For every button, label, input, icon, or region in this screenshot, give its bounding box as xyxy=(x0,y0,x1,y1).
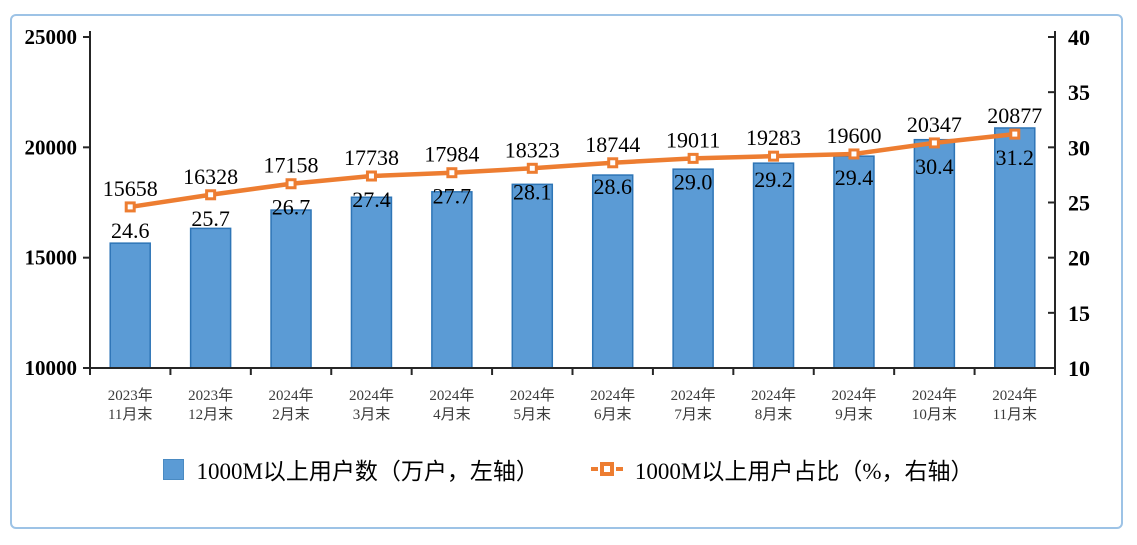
x-axis-category-label: 2024年 9月末 xyxy=(831,387,876,423)
x-axis-category-label: 2023年 11月末 xyxy=(108,387,153,423)
share-value-label: 29.0 xyxy=(674,169,713,194)
x-axis-category-label: 2024年 6月末 xyxy=(590,387,635,423)
bar xyxy=(591,174,634,369)
bar xyxy=(270,209,312,369)
bar xyxy=(833,155,875,369)
x-axis-category-label: 2024年 4月末 xyxy=(429,387,474,423)
share-value-label: 29.2 xyxy=(754,167,793,192)
share-value-label: 25.7 xyxy=(191,206,230,231)
share-value-label: 29.4 xyxy=(835,165,874,190)
left-axis-tick-label: 20000 xyxy=(25,135,78,159)
left-axis-tick-label: 25000 xyxy=(25,25,78,49)
share-line xyxy=(129,131,1016,210)
bar-value-label: 18744 xyxy=(585,132,640,157)
legend-label-users: 1000M以上用户数（万户，左轴） xyxy=(196,459,539,484)
right-axis-tick-label: 15 xyxy=(1068,301,1090,326)
right-axis-tick-label: 10 xyxy=(1068,356,1090,381)
bar-value-label: 16328 xyxy=(183,164,238,189)
bar xyxy=(189,227,232,369)
legend-label-share: 1000M以上用户占比（%，右轴） xyxy=(634,459,974,484)
left-axis-tick-label: 10000 xyxy=(25,356,78,380)
bar xyxy=(431,191,473,369)
bar xyxy=(109,242,151,369)
bar-value-label: 19600 xyxy=(826,123,881,148)
share-value-label: 31.2 xyxy=(996,145,1035,170)
x-axis-category-label: 2024年 7月末 xyxy=(671,387,716,423)
share-value-label: 28.6 xyxy=(593,174,632,199)
x-axis-category-label: 2024年 5月末 xyxy=(510,387,555,423)
chart-legend: 1000M以上用户数（万户，左轴） 1000M以上用户占比（%，右轴） xyxy=(0,452,1137,486)
right-axis-tick-label: 30 xyxy=(1068,135,1090,160)
legend-item-users: 1000M以上用户数（万户，左轴） xyxy=(163,452,539,486)
bar xyxy=(350,196,393,369)
share-value-label: 26.7 xyxy=(272,195,311,220)
share-value-label: 28.1 xyxy=(513,179,552,204)
bar xyxy=(913,138,956,369)
x-axis-category-label: 2024年 10月末 xyxy=(912,387,957,423)
bar xyxy=(672,168,714,369)
bar-value-label: 17158 xyxy=(264,153,319,178)
right-axis-tick-label: 40 xyxy=(1068,25,1090,50)
right-axis-tick-label: 35 xyxy=(1068,80,1090,105)
right-axis-tick-label: 25 xyxy=(1068,191,1090,216)
bar xyxy=(511,183,554,369)
line-series-swatch-icon xyxy=(590,462,623,476)
share-value-label: 24.6 xyxy=(111,218,150,243)
bar xyxy=(752,162,795,369)
bar-value-label: 20347 xyxy=(907,112,962,137)
share-value-label: 27.7 xyxy=(433,184,472,209)
right-axis-tick-label: 20 xyxy=(1068,246,1090,271)
bar-value-label: 15658 xyxy=(103,176,158,201)
x-axis-category-label: 2024年 11月末 xyxy=(992,387,1037,423)
bar-value-label: 18323 xyxy=(505,137,560,162)
x-axis-category-label: 2024年 2月末 xyxy=(269,387,314,423)
bar-value-label: 17738 xyxy=(344,145,399,170)
legend-item-share: 1000M以上用户占比（%，右轴） xyxy=(590,452,974,486)
bar-value-label: 19283 xyxy=(746,125,801,150)
bar-value-label: 19011 xyxy=(666,127,720,152)
share-value-label: 27.4 xyxy=(352,187,391,212)
bar-series-swatch-icon xyxy=(163,458,185,480)
x-axis-category-label: 2024年 8月末 xyxy=(751,387,796,423)
bar-value-label: 20877 xyxy=(987,103,1042,128)
share-value-label: 30.4 xyxy=(915,154,954,179)
left-axis-tick-label: 15000 xyxy=(25,246,78,270)
bar-value-label: 17984 xyxy=(424,142,479,167)
x-axis-category-label: 2023年 12月末 xyxy=(188,387,233,423)
x-axis-category-label: 2024年 3月末 xyxy=(349,387,394,423)
